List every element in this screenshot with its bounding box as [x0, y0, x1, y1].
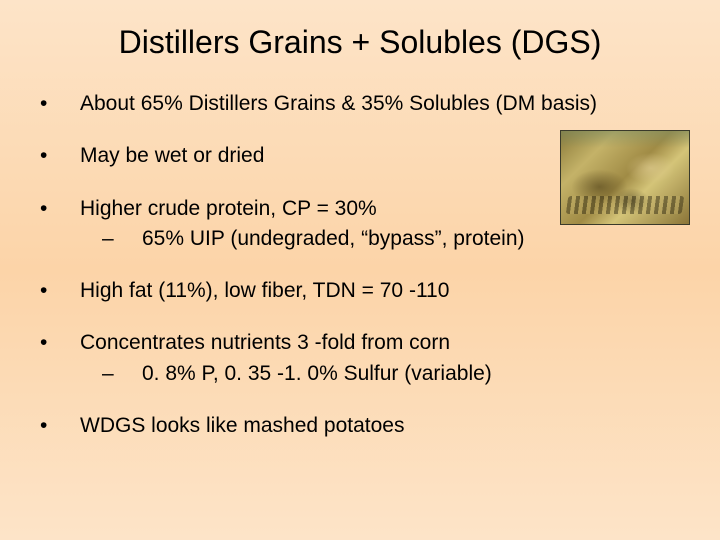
- sub-item: – 65% UIP (undegraded, “bypass”, protein…: [80, 226, 680, 252]
- list-item: • WDGS looks like mashed potatoes: [40, 413, 680, 439]
- bullet-text: High fat (11%), low fiber, TDN = 70 -110: [80, 278, 680, 304]
- dgs-photo: [560, 130, 690, 225]
- slide-title: Distillers Grains + Solubles (DGS): [0, 0, 720, 91]
- dash-mark: –: [102, 226, 142, 252]
- sub-item: – 0. 8% P, 0. 35 -1. 0% Sulfur (variable…: [80, 361, 680, 387]
- bullet-main: Concentrates nutrients 3 -fold from corn: [80, 331, 450, 354]
- bullet-text: Concentrates nutrients 3 -fold from corn…: [80, 330, 680, 387]
- list-item: • About 65% Distillers Grains & 35% Solu…: [40, 91, 680, 117]
- bullet-mark: •: [40, 91, 80, 117]
- bullet-mark: •: [40, 143, 80, 169]
- bullet-text: WDGS looks like mashed potatoes: [80, 413, 680, 439]
- bullet-mark: •: [40, 413, 80, 439]
- sub-text: 65% UIP (undegraded, “bypass”, protein): [142, 226, 525, 252]
- list-item: • Concentrates nutrients 3 -fold from co…: [40, 330, 680, 387]
- dash-mark: –: [102, 361, 142, 387]
- list-item: • High fat (11%), low fiber, TDN = 70 -1…: [40, 278, 680, 304]
- bullet-mark: •: [40, 330, 80, 356]
- bullet-main: Higher crude protein, CP = 30%: [80, 197, 377, 220]
- sub-text: 0. 8% P, 0. 35 -1. 0% Sulfur (variable): [142, 361, 492, 387]
- bullet-text: About 65% Distillers Grains & 35% Solubl…: [80, 91, 680, 117]
- bullet-mark: •: [40, 278, 80, 304]
- bullet-mark: •: [40, 196, 80, 222]
